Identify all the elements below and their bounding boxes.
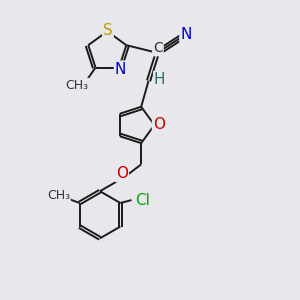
- Text: O: O: [153, 118, 165, 133]
- Text: O: O: [116, 166, 128, 181]
- Text: N: N: [180, 27, 192, 42]
- Text: H: H: [154, 72, 166, 87]
- Text: Cl: Cl: [135, 193, 150, 208]
- Text: N: N: [115, 61, 126, 76]
- Text: C: C: [153, 41, 163, 56]
- Text: CH₃: CH₃: [47, 189, 70, 202]
- Text: S: S: [103, 23, 113, 38]
- Text: CH₃: CH₃: [65, 79, 88, 92]
